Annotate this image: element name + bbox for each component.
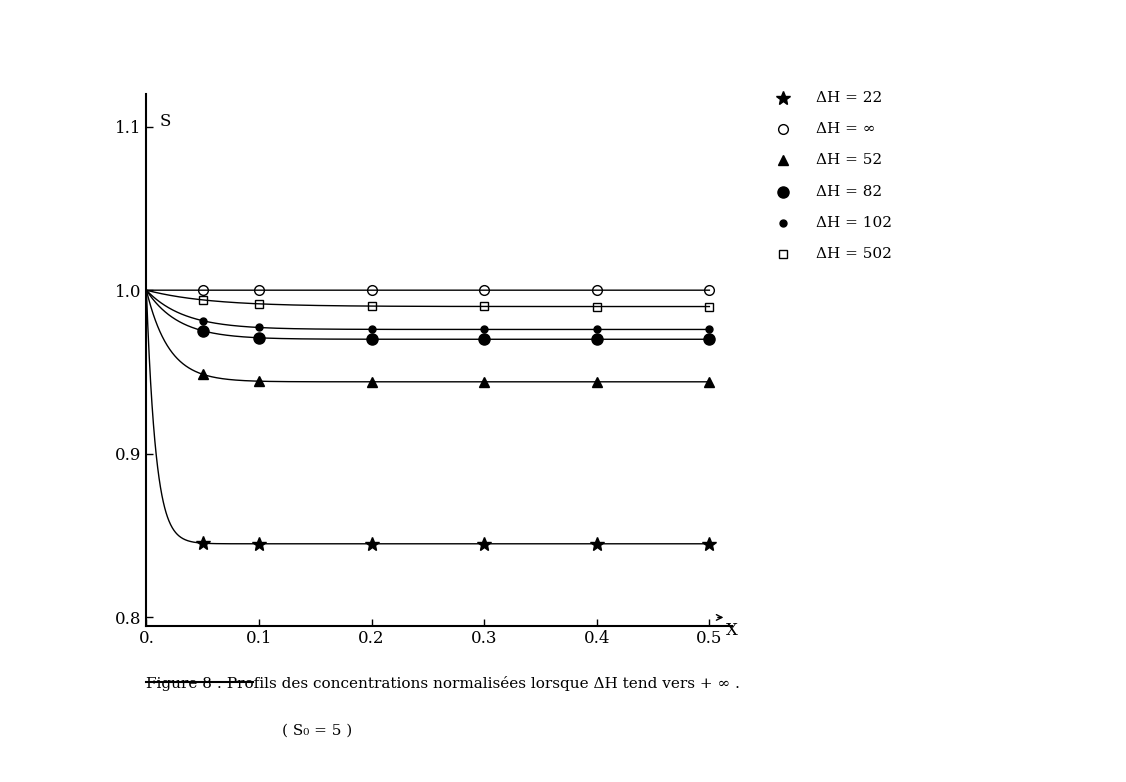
Text: S: S [160,113,171,131]
Text: ΔH = 502: ΔH = 502 [816,247,892,261]
Text: ΔH = 102: ΔH = 102 [816,216,892,230]
Text: ΔH = 82: ΔH = 82 [816,185,883,199]
Text: ΔH = 22: ΔH = 22 [816,91,883,105]
Text: X: X [726,622,739,640]
Text: Figure 8 : Profils des concentrations normalisées lorsque ΔH tend vers + ∞ .: Figure 8 : Profils des concentrations no… [146,676,740,691]
Text: ΔH = 52: ΔH = 52 [816,153,883,167]
Text: ( S₀ = 5 ): ( S₀ = 5 ) [282,723,351,737]
Text: ΔH = ∞: ΔH = ∞ [816,122,876,136]
